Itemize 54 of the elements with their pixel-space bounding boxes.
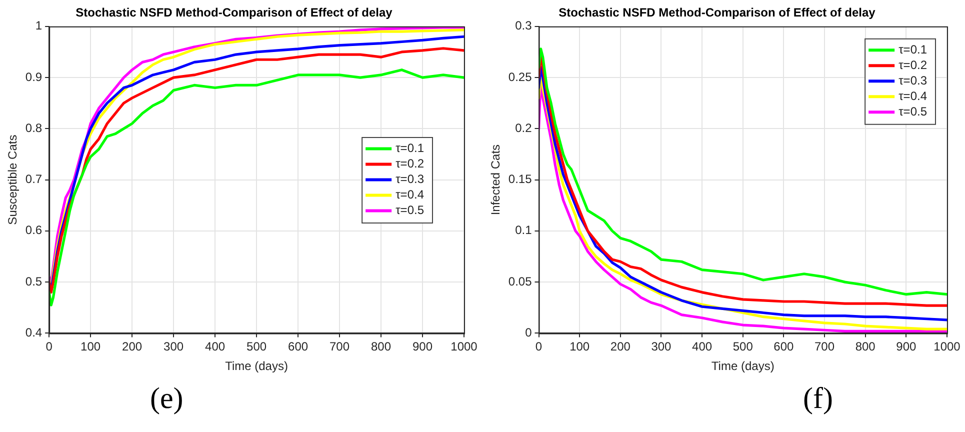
chart-title: Stochastic NSFD Method-Comparison of Effect of delay bbox=[558, 6, 876, 20]
legend-label: τ=0.3 bbox=[396, 172, 424, 186]
x-tick-label: 400 bbox=[692, 340, 712, 354]
x-tick-label: 600 bbox=[288, 340, 308, 354]
legend-label: τ=0.4 bbox=[898, 88, 928, 103]
y-tick-label: 0.2 bbox=[515, 120, 532, 135]
x-tick-label: 400 bbox=[205, 340, 226, 354]
x-tick-label: 1000 bbox=[934, 340, 961, 354]
y-tick-label: 0.7 bbox=[25, 172, 42, 186]
x-tick-label: 300 bbox=[164, 340, 184, 354]
y-axis-title: Susceptible Cats bbox=[6, 134, 20, 225]
x-tick-label: 100 bbox=[570, 340, 590, 354]
legend-label: τ=0.1 bbox=[898, 42, 928, 56]
legend-label: τ=0.5 bbox=[396, 203, 424, 218]
x-tick-label: 0 bbox=[46, 340, 53, 354]
x-tick-label: 700 bbox=[330, 340, 350, 354]
y-tick-label: 0.6 bbox=[25, 223, 42, 238]
x-tick-label: 200 bbox=[610, 340, 631, 354]
y-tick-label: 0.1 bbox=[515, 223, 532, 238]
x-tick-label: 800 bbox=[855, 340, 876, 354]
y-tick-label: 0.3 bbox=[515, 18, 532, 33]
x-tick-label: 900 bbox=[896, 340, 917, 354]
y-tick-label: 0.15 bbox=[508, 172, 532, 186]
legend-label: τ=0.1 bbox=[396, 141, 424, 156]
y-tick-label: 0.4 bbox=[25, 326, 42, 340]
x-tick-label: 600 bbox=[774, 340, 794, 354]
x-tick-label: 300 bbox=[651, 340, 672, 354]
y-tick-label: 0.9 bbox=[25, 70, 42, 84]
text: (e) bbox=[150, 382, 184, 416]
y-axis-title: Infected Cats bbox=[488, 144, 503, 216]
y-tick-label: 0.05 bbox=[508, 274, 532, 288]
legend-label: τ=0.4 bbox=[396, 188, 424, 202]
y-tick-label: 1 bbox=[35, 18, 42, 33]
y-tick-label: 0 bbox=[525, 326, 532, 340]
x-axis-title: Time (days) bbox=[225, 359, 288, 374]
y-tick-label: 0.8 bbox=[25, 120, 42, 135]
x-axis-title: Time (days) bbox=[711, 359, 774, 374]
legend-label: τ=0.5 bbox=[898, 104, 928, 118]
y-tick-label: 0.5 bbox=[25, 274, 42, 288]
text: (f) bbox=[803, 382, 833, 416]
legend-label: τ=0.3 bbox=[898, 73, 928, 88]
x-tick-label: 1000 bbox=[450, 340, 478, 354]
legend-label: τ=0.2 bbox=[396, 156, 424, 171]
legend-label: τ=0.2 bbox=[898, 58, 928, 72]
x-tick-label: 900 bbox=[412, 340, 433, 354]
x-tick-label: 500 bbox=[246, 340, 267, 354]
x-tick-label: 200 bbox=[122, 340, 142, 354]
x-tick-label: 800 bbox=[371, 340, 392, 354]
x-tick-label: 500 bbox=[732, 340, 754, 354]
chart-title: Stochastic NSFD Method-Comparison of Effect of delay bbox=[76, 6, 393, 20]
x-tick-label: 0 bbox=[535, 340, 542, 354]
y-tick-label: 0.25 bbox=[508, 70, 532, 84]
x-tick-label: 100 bbox=[80, 340, 101, 354]
x-tick-label: 700 bbox=[814, 340, 835, 354]
